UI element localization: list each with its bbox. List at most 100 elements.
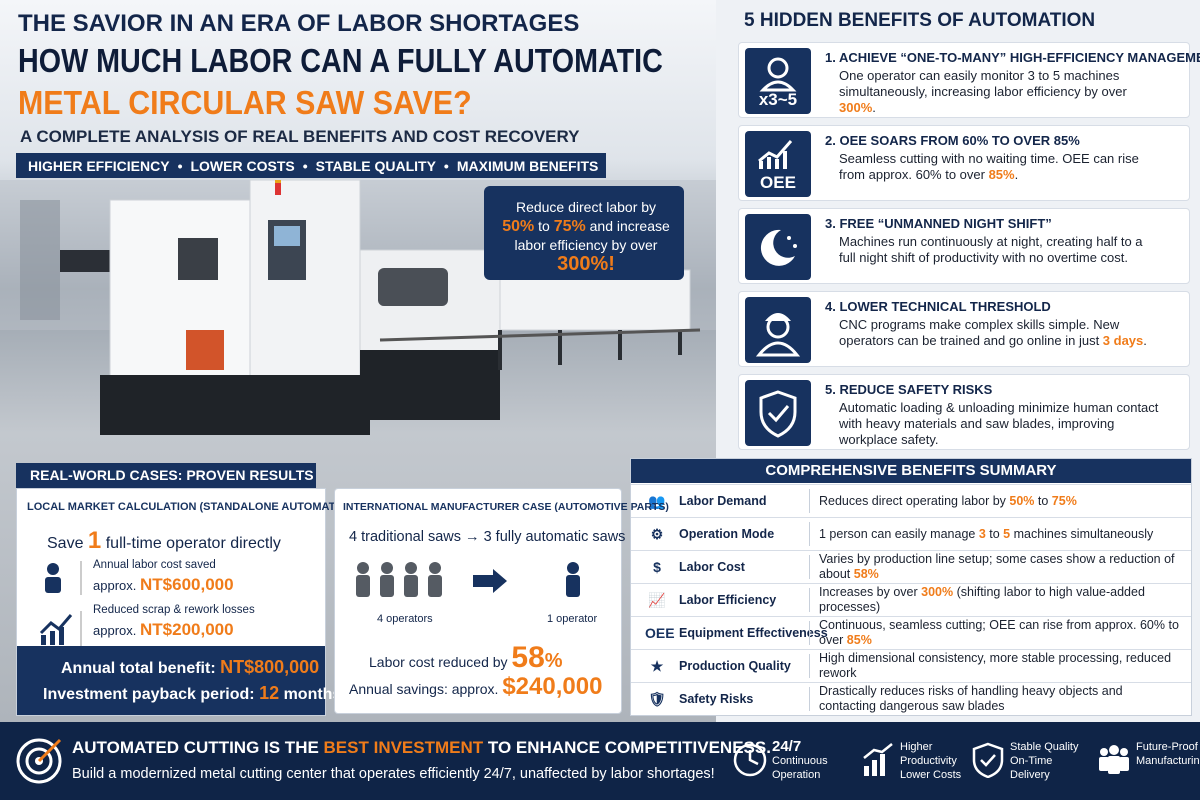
benefit-title: 3. FREE “UNMANNED NIGHT SHIFT” [825,216,1052,231]
row-icon: $ [653,559,661,575]
text: Continuous, seamless cutting; OEE can ri… [819,618,1179,647]
badge-text: 24/7 Continuous Operation [772,739,852,782]
text: . [1143,333,1147,348]
local-case: LOCAL MARKET CALCULATION (STANDALONE AUT… [16,488,359,716]
highlight: 300% [839,100,873,115]
benefit-text: Automatic loading & unloading minimize h… [839,400,1159,448]
benefits-title: 5 HIDDEN BENEFITS OF AUTOMATION [744,10,1096,31]
badge-line: Future-Proof Manufacturing [1136,741,1200,767]
row-value: approx. NT$600,000 [93,575,234,595]
prefix: approx. [93,578,137,593]
benefit-title: 5. REDUCE SAFETY RISKS [825,382,993,397]
text: Drastically reduces risks of handling he… [819,684,1123,713]
text: to [534,218,554,234]
row-text: Varies by production line setup; some ca… [819,552,1179,582]
row-label: Annual labor cost saved [93,559,216,571]
amount: NT$200,000 [140,620,234,639]
case-title: LOCAL MARKET CALCULATION (STANDALONE AUT… [27,501,359,513]
highlight: 300%! [557,253,615,275]
summary-row: ★ Production Quality High dimensional cons… [631,649,1191,682]
benefit-card: 4. LOWER TECHNICAL THRESHOLD CNC programs… [738,291,1190,367]
case-title: INTERNATIONAL MANUFACTURER CASE (AUTOMOT… [343,501,669,513]
badge-line: Higher Productivity [900,741,957,767]
kicker: THE SAVIOR IN AN ERA OF LABOR SHORTAGES [18,10,580,37]
benefit-text: One operator can easily monitor 3 to 5 m… [839,68,1159,116]
title-line: METAL CIRCULAR SAW SAVE? [18,84,472,121]
total-box [17,646,325,715]
tag: STABLE QUALITY [315,157,436,174]
badge-icon [1099,745,1129,774]
highlight: 5 [1003,526,1011,541]
badge-line: Continuous Operation [772,755,828,781]
benefit-icon: x3~5 [745,48,811,114]
row-icon: 📈 [648,591,666,608]
text: Reduces direct operating labor by [819,493,1010,508]
benefit-icon [745,380,811,446]
row-text: Continuous, seamless cutting; OEE can ri… [819,618,1179,648]
operator-icons [356,562,580,597]
save-line: Save 1 full-time operator directly [47,527,281,555]
label: Investment payback period: [43,686,255,703]
text: Reduce direct labor by [515,199,657,215]
highlight: 85% [846,633,872,647]
text: Varies by production line setup; some ca… [819,552,1175,581]
row-separator [809,522,810,546]
payback: Investment payback period: 12 months [43,683,341,704]
value: 58 [511,641,545,674]
highlight: 75% [1051,493,1077,508]
row-label: Reduced scrap & rework losses [93,604,255,616]
summary-row: 👥 Labor Demand Reduces direct operating la… [631,484,1191,517]
label: Annual total benefit: [61,660,216,677]
highlight: 300% [921,585,954,599]
row-label: Labor Cost [679,560,745,574]
row-separator [809,654,810,678]
footer: AUTOMATED CUTTING IS THE BEST INVESTMENT… [0,722,1200,800]
text: AUTOMATED CUTTING IS THE [72,738,324,757]
text: (shifting labor to high value-added proc… [819,585,1145,614]
badge-line: Stable Quality [1010,741,1079,753]
highlight: 85% [988,167,1015,182]
text: to [1034,493,1052,508]
row-label: Labor Demand [679,494,767,508]
highlight: 50% [1009,493,1035,508]
highlight: 1 [87,527,102,554]
highlight: BEST INVESTMENT [323,738,484,757]
icon-graphic [759,390,797,438]
row-value: approx. NT$200,000 [93,620,234,640]
value: $240,000 [502,673,603,700]
text: full-time operator directly [101,535,281,552]
row-separator [809,555,810,579]
badge: Higher Productivity Lower Costs [860,740,980,790]
cases-title: REAL-WORLD CASES: PROVEN RESULTS [16,463,316,488]
value: 12 [259,683,280,703]
badge-icon [863,743,893,776]
tag-bar: HIGHER EFFICIENCY • LOWER COSTS • STABLE QUA… [16,153,606,178]
row-separator [809,621,810,645]
benefit-icon: OEE [745,131,811,197]
badge-line: On-Time Delivery [1010,755,1053,781]
tag: LOWER COSTS [190,157,295,174]
text: High dimensional consistency, more stabl… [819,651,1172,680]
row-separator [809,588,810,612]
international-case: INTERNATIONAL MANUFACTURER CASE (AUTOMOT… [334,488,669,714]
highlight: 3 days [1102,333,1144,348]
before: 4 operators [377,613,433,625]
benefit-icon [745,297,811,363]
text: TO ENHANCE COMPETITIVENESS. [483,738,771,757]
text: One operator can easily monitor 3 to 5 m… [839,68,1127,99]
summary-row: OEE Equipment Effectiveness Continuous, se… [631,616,1191,649]
icon-label: OEE [760,173,796,192]
summary-row: ⚙ Operation Mode 1 person can easily manag… [631,517,1191,550]
badge-icon [733,743,767,777]
callout: Reduce direct labor by 50% to 75% and in… [484,186,684,280]
comparison: 4 traditional saws → 3 fully automatic s… [349,529,626,545]
label: Annual savings: approx. [349,681,499,697]
text: Machines run continuously at night, crea… [839,234,1143,265]
highlight: 58% [853,567,879,581]
row-label: Production Quality [679,659,791,673]
icon-graphic [755,313,801,357]
benefit-title: 2. OEE SOARS FROM 60% TO OVER 85% [825,133,1080,148]
subtitle: A COMPLETE ANALYSIS OF REAL BENEFITS AND… [20,127,580,146]
highlight: 3 [978,526,986,541]
